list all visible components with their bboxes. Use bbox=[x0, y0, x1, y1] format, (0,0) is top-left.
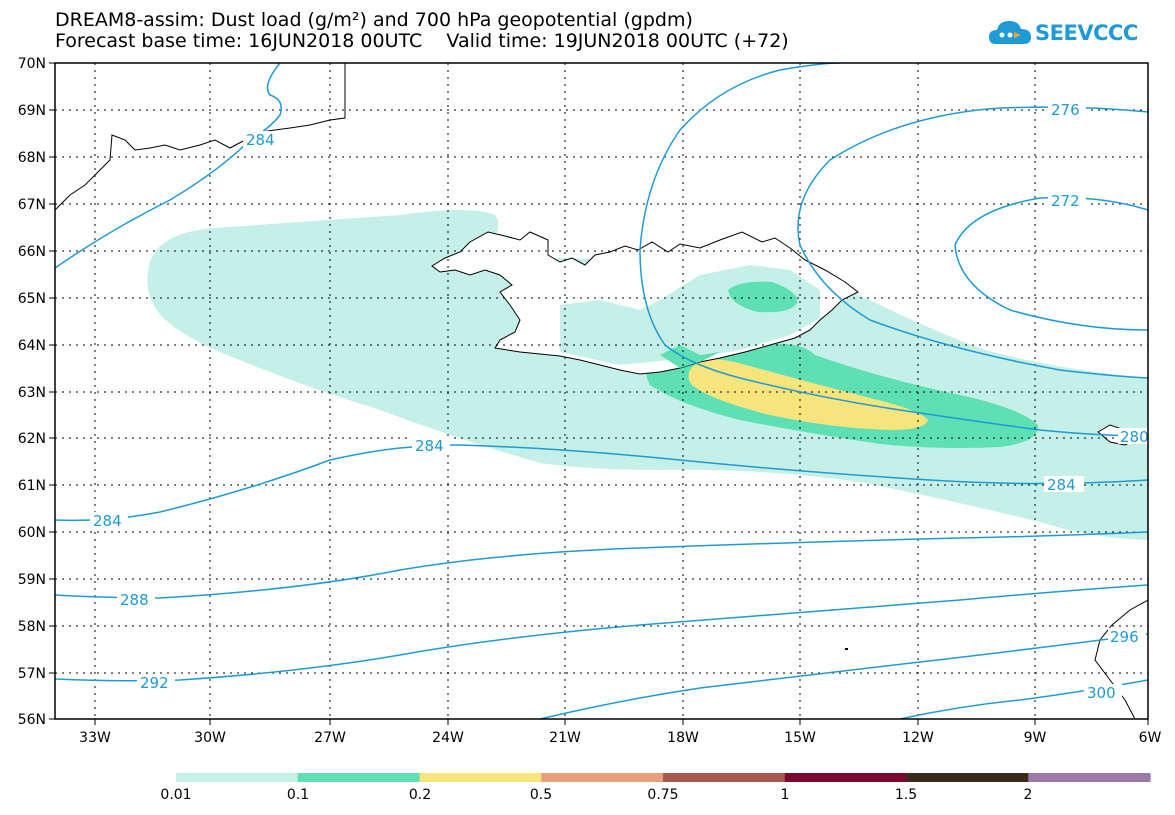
colorbar-label: 1 bbox=[781, 787, 790, 803]
latitude-axis: 70N 69N 68N 67N 66N 65N 64N 63N 62N 61N … bbox=[18, 56, 46, 728]
colorbar-label: 0.1 bbox=[287, 787, 309, 803]
contour-label: 292 bbox=[140, 674, 169, 692]
contour-292 bbox=[55, 584, 1148, 682]
lon-ticks bbox=[94, 719, 1149, 725]
lat-label: 61N bbox=[18, 478, 46, 494]
logo-text: SEEVCCC bbox=[1035, 21, 1138, 45]
contour-296 bbox=[539, 633, 1148, 719]
lon-label: 27W bbox=[314, 730, 346, 746]
cloud-icon bbox=[989, 21, 1031, 44]
graticule bbox=[55, 63, 1148, 719]
colorbar bbox=[176, 773, 1151, 782]
contour-label: 272 bbox=[1051, 192, 1080, 210]
contour-label: 284 bbox=[1047, 476, 1076, 494]
seevccc-logo: SEEVCCC bbox=[988, 18, 1138, 48]
lon-label: 21W bbox=[549, 730, 581, 746]
map-frame bbox=[54, 62, 1149, 720]
lat-label: 64N bbox=[18, 338, 46, 354]
colorbar-label: 0.5 bbox=[530, 787, 552, 803]
contour-label: 296 bbox=[1110, 628, 1139, 646]
dust-fill-0.2 bbox=[688, 359, 928, 430]
lat-label: 66N bbox=[18, 244, 46, 260]
contour-label: 284 bbox=[93, 512, 122, 530]
lat-label: 56N bbox=[18, 712, 46, 728]
lat-ticks bbox=[49, 62, 55, 720]
colorbar-label: 0.2 bbox=[409, 787, 431, 803]
lat-label: 69N bbox=[18, 103, 46, 119]
colorbar-segment bbox=[784, 773, 908, 782]
contour-labels: 284 276 272 280 284 284 284 288 292 296 … bbox=[90, 101, 1149, 702]
contour-280 bbox=[664, 344, 1148, 437]
dust-cover-iceland-green bbox=[728, 281, 798, 313]
lon-label: 9W bbox=[1024, 730, 1047, 746]
colorbar-segment bbox=[906, 773, 1029, 782]
colorbar-segment bbox=[176, 773, 299, 782]
lat-label: 58N bbox=[18, 619, 46, 635]
contour-288 bbox=[55, 531, 1148, 599]
lon-label: 6W bbox=[1139, 730, 1162, 746]
lat-label: 67N bbox=[18, 197, 46, 213]
colorbar-label: 0.75 bbox=[647, 787, 678, 803]
contour-label: 284 bbox=[415, 437, 444, 455]
lon-label: 24W bbox=[432, 730, 464, 746]
geopotential-contours bbox=[55, 63, 1148, 719]
colorbar-label: 0.01 bbox=[160, 787, 191, 803]
lat-label: 70N bbox=[18, 56, 46, 72]
contour-276 bbox=[639, 63, 841, 346]
lat-label: 62N bbox=[18, 431, 46, 447]
colorbar-segment bbox=[297, 773, 421, 782]
lat-label: 68N bbox=[18, 150, 46, 166]
colorbar-label: 2 bbox=[1024, 787, 1033, 803]
lon-label: 15W bbox=[784, 730, 816, 746]
lat-label: 65N bbox=[18, 291, 46, 307]
colorbar-label: 1.5 bbox=[895, 787, 917, 803]
landmass-greenland bbox=[55, 63, 346, 211]
contour-284-mid bbox=[55, 444, 1148, 522]
contour-label: 288 bbox=[120, 591, 149, 609]
contour-label: 276 bbox=[1051, 101, 1080, 119]
lat-label: 57N bbox=[18, 666, 46, 682]
chart-title-line1: DREAM8-assim: Dust load (g/m²) and 700 h… bbox=[55, 9, 693, 31]
colorbar-segment bbox=[663, 773, 786, 782]
landmass-islet bbox=[845, 648, 848, 650]
colorbar-segment bbox=[1028, 773, 1151, 782]
lon-label: 18W bbox=[667, 730, 699, 746]
contour-label: 300 bbox=[1087, 684, 1116, 702]
lon-label: 30W bbox=[194, 730, 226, 746]
contour-label: 280 bbox=[1120, 428, 1149, 446]
lat-label: 60N bbox=[18, 525, 46, 541]
colorbar-labels: 0.01 0.1 0.2 0.5 0.75 1 1.5 2 bbox=[160, 787, 1032, 803]
colorbar-segment bbox=[419, 773, 542, 782]
contour-276-b bbox=[797, 106, 1148, 379]
longitude-axis: 33W 30W 27W 24W 21W 18W 15W 12W 9W 6W bbox=[79, 730, 1161, 746]
lon-label: 33W bbox=[79, 730, 111, 746]
contour-label: 284 bbox=[246, 131, 275, 149]
lat-label: 63N bbox=[18, 385, 46, 401]
chart-title-line2: Forecast base time: 16JUN2018 00UTC Vali… bbox=[55, 30, 789, 52]
dust-cover-iceland-green-south bbox=[660, 345, 720, 368]
colorbar-segment bbox=[541, 773, 664, 782]
lat-label: 59N bbox=[18, 572, 46, 588]
lon-label: 12W bbox=[902, 730, 934, 746]
